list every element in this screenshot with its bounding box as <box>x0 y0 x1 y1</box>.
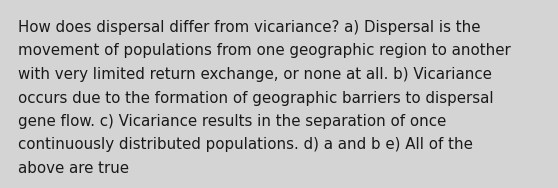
Text: movement of populations from one geographic region to another: movement of populations from one geograp… <box>18 43 511 58</box>
Text: How does dispersal differ from vicariance? a) Dispersal is the: How does dispersal differ from vicarianc… <box>18 20 480 35</box>
Text: with very limited return exchange, or none at all. b) Vicariance: with very limited return exchange, or no… <box>18 67 492 82</box>
Text: gene flow. c) Vicariance results in the separation of once: gene flow. c) Vicariance results in the … <box>18 114 446 129</box>
Text: above are true: above are true <box>18 161 129 176</box>
Text: occurs due to the formation of geographic barriers to dispersal: occurs due to the formation of geographi… <box>18 90 494 105</box>
Text: continuously distributed populations. d) a and b e) All of the: continuously distributed populations. d)… <box>18 137 473 152</box>
